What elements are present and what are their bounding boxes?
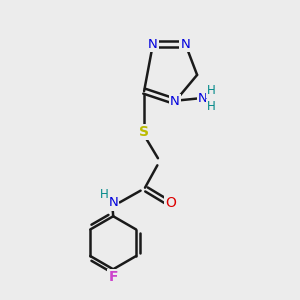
Text: N: N (148, 38, 158, 50)
Text: N: N (181, 38, 190, 50)
Text: N: N (170, 95, 180, 108)
Text: H: H (207, 84, 216, 97)
Text: F: F (108, 271, 118, 284)
Text: H: H (99, 188, 108, 201)
Text: S: S (139, 125, 149, 139)
Text: N: N (108, 196, 118, 209)
Text: N: N (198, 92, 208, 105)
Text: H: H (207, 100, 216, 113)
Text: O: O (165, 196, 176, 210)
